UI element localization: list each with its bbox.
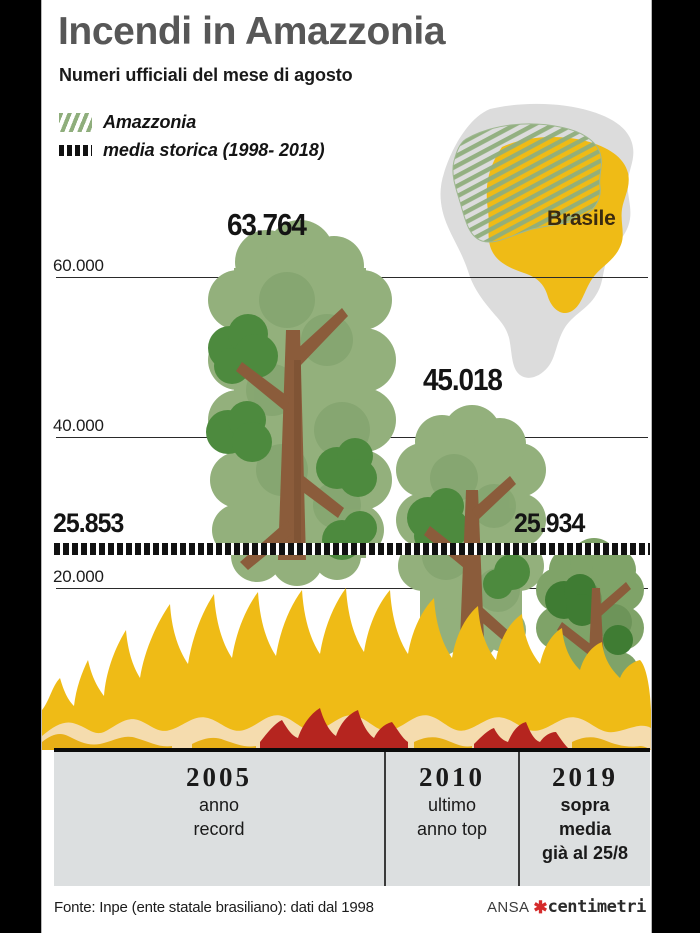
- legend-item-media-storica: media storica (1998- 2018): [59, 136, 325, 164]
- average-value-right: 25.934: [514, 508, 585, 538]
- year-summary-table: 2005 anno record 2010 ultimo anno top 20…: [54, 752, 650, 886]
- average-value-left: 25.853: [53, 508, 124, 538]
- flame-red-layer: [260, 708, 568, 750]
- tree-dark-clusters: [206, 314, 377, 560]
- axis-tick-60000: 60.000: [53, 256, 104, 275]
- dashed-black-swatch-icon: [59, 144, 92, 156]
- average-reference-line: [54, 543, 650, 555]
- table-column-2010: 2010 ultimo anno top: [384, 752, 518, 886]
- infographic-page: Incendi in Amazzonia Numeri ufficiali de…: [41, 0, 652, 933]
- table-note-2019-line2: media: [558, 818, 612, 839]
- page-title: Incendi in Amazzonia: [58, 10, 446, 53]
- flame-gold-layer: [42, 588, 651, 750]
- table-note-2005-line1: anno: [198, 795, 240, 815]
- table-note-2010-line1: ultimo: [427, 795, 476, 815]
- axis-tick-40000: 40.000: [53, 416, 104, 435]
- flame-gold-front: [42, 734, 651, 750]
- brand-logo: ANSA ✱ centimetri: [486, 897, 647, 917]
- table-column-2005: 2005 anno record: [54, 752, 384, 886]
- fire-illustration: [42, 588, 651, 750]
- legend-label-media-storica: media storica (1998- 2018): [103, 139, 325, 160]
- map-country-label: Brasile: [547, 207, 616, 230]
- legend-label-amazzonia: Amazzonia: [103, 111, 197, 132]
- axis-tick-20000: 20.000: [53, 567, 104, 586]
- chart-legend: Amazzonia media storica (1998- 2018): [59, 108, 325, 164]
- map-svg: [440, 103, 634, 378]
- brand-name-label: centimetri: [547, 897, 647, 917]
- tree-dark-clusters: [545, 574, 633, 655]
- table-column-2019: 2019 sopra media già al 25/8: [518, 752, 650, 886]
- page-subtitle: Numeri ufficiali del mese di agosto: [59, 65, 353, 85]
- table-note-2019-line3: già al 25/8: [541, 842, 629, 863]
- bar-value-2010: 45.018: [423, 362, 503, 397]
- bar-value-2005: 63.764: [227, 207, 307, 242]
- amazon-region: [452, 123, 602, 243]
- hatch-green-swatch-icon: [59, 112, 92, 132]
- table-note-2010-line2: anno top: [416, 818, 488, 839]
- table-year-2010: 2010: [419, 762, 485, 792]
- table-note-2019-line1: sopra: [560, 795, 610, 815]
- chart-area: 60.000 40.000 20.000 0: [42, 0, 651, 752]
- table-year-2005: 2005: [186, 762, 252, 792]
- table-year-2019: 2019: [552, 762, 618, 792]
- gridline-20000: [56, 588, 648, 589]
- chart-baseline-axis: [54, 748, 650, 752]
- footer: Fonte: Inpe (ente statale brasiliano): d…: [54, 892, 650, 922]
- legend-item-amazzonia: Amazzonia: [59, 108, 325, 136]
- table-note-2005-line2: record: [193, 818, 245, 839]
- brand-agency-label: ANSA: [486, 899, 530, 916]
- tree-bar-2005: [206, 220, 396, 586]
- inset-map-south-america: Brasile: [432, 95, 650, 385]
- source-note: Fonte: Inpe (ente statale brasiliano): d…: [54, 898, 374, 916]
